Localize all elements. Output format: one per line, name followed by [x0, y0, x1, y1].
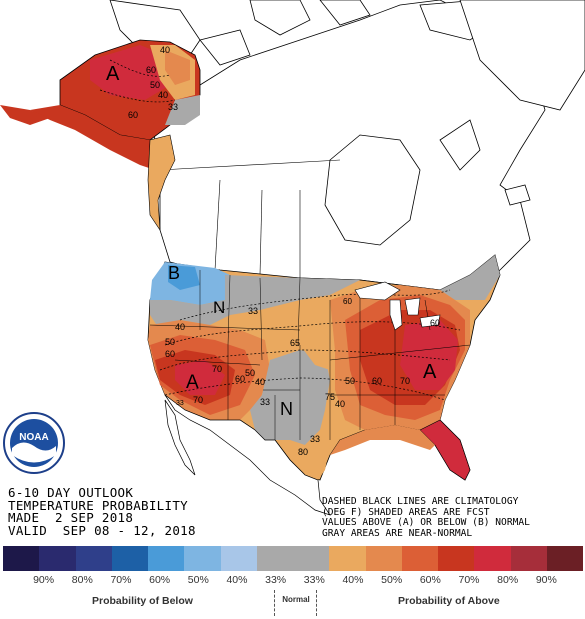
outlook-map: A B N A A N 40 60 50 33 40 60 40 50 60 7… [0, 0, 585, 516]
legend-swatch [220, 546, 257, 571]
mexico [164, 394, 331, 516]
east-60b-label: 60 [372, 376, 382, 386]
west-33b-label: 33 [248, 306, 258, 316]
outlook-title-block: 6-10 DAY OUTLOOK TEMPERATURE PROBABILITY… [8, 485, 278, 538]
texas-n-label: N [280, 399, 293, 419]
conus [147, 254, 501, 481]
made-date: MADE 2 SEP 2018 [8, 510, 134, 525]
legend-swatch [75, 546, 112, 571]
legend-swatch [438, 546, 475, 571]
plains-75-label: 75 [325, 392, 335, 402]
normal-title: Normal [282, 595, 310, 604]
ak-40-label: 40 [160, 45, 170, 55]
plains-65-label: 65 [290, 338, 300, 348]
valid-dates: VALID SEP 08 - 12, 2018 [8, 522, 196, 538]
probability-above-title: Probability of Above [398, 595, 500, 607]
legend-swatch [184, 546, 221, 571]
outlook-type: TEMPERATURE PROBABILITY [8, 497, 188, 513]
great-lakes [354, 281, 441, 331]
tx-40-label: 40 [335, 399, 345, 409]
legend-swatch [329, 546, 366, 571]
ak-60b-label: 60 [128, 110, 138, 120]
legend-swatch [510, 546, 547, 571]
legend-swatch [401, 546, 438, 571]
west-70-label: 70 [212, 364, 222, 374]
west-40-label: 40 [175, 322, 185, 332]
west-33-label: 33 [260, 397, 270, 407]
southeast-a-label: A [423, 361, 437, 383]
legend-label: 70% [458, 574, 480, 586]
alaska [0, 39, 201, 232]
west-60-label: 60 [165, 349, 175, 359]
legend-label: 33% [303, 574, 325, 586]
west-33c-label: 33 [176, 400, 184, 407]
legend-label: 60% [419, 574, 441, 586]
ak-50-label: 50 [150, 80, 160, 90]
legend-label: 50% [187, 574, 209, 586]
legend-swatch [256, 546, 293, 571]
legend-label: 90% [33, 574, 55, 586]
legend-label-spacer [3, 574, 24, 588]
legend-swatch [293, 546, 330, 571]
west-50-label: 50 [165, 337, 175, 347]
notes-line-2: (DEG F) SHADED AREAS ARE FCST [322, 506, 490, 518]
legend-label: 50% [381, 574, 403, 586]
map-notes: DASHED BLACK LINES ARE CLIMATOLOGY (DEG … [322, 496, 582, 539]
probability-below-title: Probability of Below [92, 595, 193, 607]
climatology-lines [99, 59, 461, 401]
legend-label: 90% [535, 574, 557, 586]
plains-80-label: 80 [298, 447, 308, 457]
west-50b-label: 50 [245, 368, 255, 378]
legend-swatch [365, 546, 402, 571]
west-40b-label: 40 [255, 377, 265, 387]
outlook-title: 6-10 DAY OUTLOOK [8, 485, 134, 500]
legend-label-spacer [566, 574, 583, 588]
legend-swatch [474, 546, 511, 571]
east-50-label: 50 [345, 376, 355, 386]
province-lines [159, 159, 341, 278]
notes-line-4: GRAY AREAS ARE NEAR-NORMAL [322, 527, 473, 539]
notes-line-3: VALUES ABOVE (A) OR BELOW (B) NORMAL [322, 517, 530, 528]
legend-label: 80% [71, 574, 93, 586]
legend-swatch [111, 546, 148, 571]
east-60c-label: 60 [430, 318, 440, 328]
state-lines [149, 270, 471, 440]
west-60b-label: 60 [235, 374, 245, 384]
legend-swatch [3, 546, 40, 571]
legend-label: 70% [110, 574, 132, 586]
hudson-bay [324, 134, 421, 246]
probability-legend [3, 546, 583, 571]
pnw-b-label: B [168, 263, 180, 283]
legend-swatch [39, 546, 76, 571]
alaska-a-label: A [106, 63, 120, 85]
map-labels: A B N A A N 40 60 50 33 40 60 40 50 60 7… [106, 45, 440, 457]
west-70b-label: 70 [193, 395, 203, 405]
legend-swatch [148, 546, 185, 571]
ak-40b-label: 40 [158, 90, 168, 100]
west-n-label: N [213, 298, 225, 317]
noaa-logo: NOAA [3, 412, 65, 474]
noaa-logo-text: NOAA [19, 432, 48, 443]
normal-divider-left [274, 590, 275, 616]
legend-labels: 90% 80% 70% 60% 50% 40% 33% 33% 40% 50% 60% 70% 80% 9… [3, 574, 583, 588]
legend-label: 80% [497, 574, 519, 586]
tx-33-label: 33 [310, 434, 320, 444]
southwest-a-label: A [186, 372, 199, 393]
legend-label: 33% [265, 574, 287, 586]
legend-label: 40% [342, 574, 364, 586]
notes-line-1: DASHED BLACK LINES ARE CLIMATOLOGY [322, 496, 519, 507]
legend-label: 60% [149, 574, 171, 586]
ak-33-label: 33 [168, 102, 178, 112]
greenland [459, 0, 585, 111]
ak-60-label: 60 [146, 65, 156, 75]
east-60-label: 60 [343, 297, 352, 306]
normal-divider-right [316, 590, 317, 616]
legend-swatch [546, 546, 583, 571]
legend-label: 40% [226, 574, 248, 586]
east-70-label: 70 [400, 376, 410, 386]
